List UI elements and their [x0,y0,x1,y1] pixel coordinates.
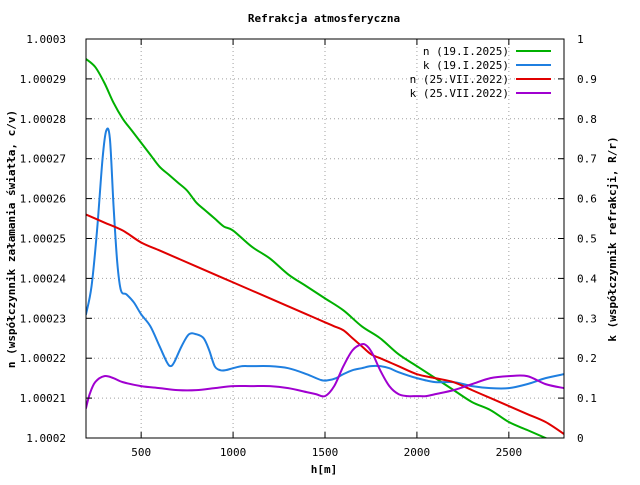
y-right-tick-label: 0 [577,432,584,445]
x-tick-label: 500 [131,446,151,459]
series-line-4 [86,343,564,410]
series-lines [86,57,564,438]
y-left-tick-label: 1.00029 [20,73,66,86]
series-line-1 [86,57,549,438]
x-tick-label: 1500 [312,446,339,459]
legend-label: n (19.I.2025) [423,45,509,58]
y-right-tick-label: 1 [577,33,584,46]
y-left-tick-label: 1.00022 [20,352,66,365]
y-right-tick-label: 0.6 [577,193,597,206]
y-right-tick-label: 0.8 [577,113,597,126]
y-right-tick-label: 0.4 [577,272,597,285]
y-left-tick-label: 1.00025 [20,233,66,246]
y-left-tick-label: 1.00027 [20,153,66,166]
y-right-tick-label: 0.2 [577,352,597,365]
legend-label: k (25.VII.2022) [410,87,509,100]
y-right-tick-label: 0.1 [577,392,597,405]
x-axis-label: h[m] [311,463,338,476]
series-line-2 [86,127,564,390]
y-left-tick-label: 1.00028 [20,113,66,126]
ticks: 500 1000 1500 2000 2500 1.0002 1.00021 1.00022 1… [20,33,598,459]
x-tick-label: 2000 [404,446,431,459]
y-left-tick-label: 1.0002 [26,432,66,445]
y-right-tick-label: 0.9 [577,73,597,86]
y-axis-left-label: n (współczynnik załamania światła, c/v) [5,110,18,368]
y-axis-right-label: k (współczynnik refrakcji, R/r) [606,136,619,341]
x-tick-label: 1000 [220,446,247,459]
grid [86,39,564,438]
y-right-tick-label: 0.7 [577,153,597,166]
y-right-tick-label: 0.5 [577,233,597,246]
legend: n (19.I.2025)k (19.I.2025)n (25.VII.2022… [410,45,551,100]
y-left-tick-label: 1.00023 [20,312,66,325]
y-right-tick-label: 0.3 [577,312,597,325]
legend-label: k (19.I.2025) [423,59,509,72]
legend-label: n (25.VII.2022) [410,73,509,86]
y-left-tick-label: 1.0003 [26,33,66,46]
y-left-tick-label: 1.00024 [20,272,67,285]
x-tick-label: 2500 [496,446,523,459]
chart-title: Refrakcja atmosferyczna [248,12,400,25]
y-left-tick-label: 1.00026 [20,193,66,206]
series-line-3 [86,213,564,436]
y-left-tick-label: 1.00021 [20,392,66,405]
